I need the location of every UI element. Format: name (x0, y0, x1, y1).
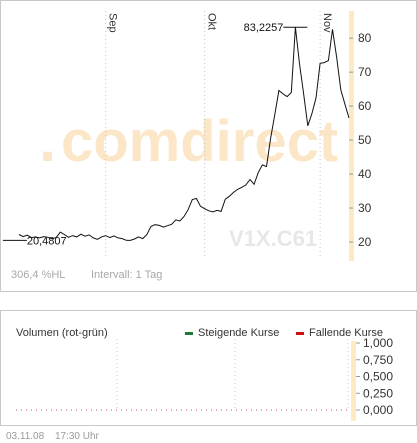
month-label: Nov (321, 13, 333, 33)
volume-chart: 1,000 0,750 0,500 0,250 0,000 (16, 336, 393, 421)
watermark-dot: . (39, 106, 56, 175)
volume-title: Volumen (rot-grün) (16, 327, 108, 339)
y-tick-label: 50 (358, 133, 372, 147)
y-tick-label: 20 (358, 235, 372, 249)
symbol-watermark: V1X.C61 (229, 226, 317, 251)
y-tick-label: 70 (358, 65, 372, 79)
volume-y-tick-label: 1,000 (363, 336, 393, 350)
month-label: Okt (206, 13, 218, 30)
y-tick-label: 80 (358, 31, 372, 45)
y-tick-label: 30 (358, 201, 372, 215)
performance-info: 306,4 %HL (11, 269, 66, 281)
month-label: Sep (107, 13, 119, 33)
legend-rising-label: Steigende Kurse (198, 327, 280, 339)
volume-y-tick-label: 0,750 (363, 353, 393, 367)
price-chart: . comdirect V1X.C61 Sep Okt Nov 20 30 40 50 60… (2, 11, 372, 261)
legend-rising-swatch (185, 331, 193, 335)
volume-chart-panel: 1,000 0,750 0,500 0,250 0,000 (0, 310, 417, 426)
watermark-logo: comdirect (61, 109, 338, 174)
legend-falling-label: Fallende Kurse (309, 327, 383, 339)
footer-time: 17:30 Uhr (54, 431, 99, 442)
price-series-line (18, 27, 350, 241)
y-tick-label: 60 (358, 99, 372, 113)
volume-y-tick-label: 0,000 (363, 403, 393, 417)
min-value-label: 20,4807 (27, 235, 67, 247)
max-value-label: 83,2257 (244, 22, 284, 34)
footer: 03.11.08 17:30 Uhr (6, 431, 107, 442)
volume-y-axis-band (351, 341, 356, 421)
footer-date: 03.11.08 (6, 431, 45, 442)
legend-falling: Fallende Kurse (296, 327, 383, 339)
price-chart-panel: . comdirect V1X.C61 Sep Okt Nov 20 30 40 50 60… (0, 0, 417, 292)
interval-info: Intervall: 1 Tag (91, 269, 163, 281)
legend-rising: Steigende Kurse (185, 327, 279, 339)
y-axis-band (349, 11, 354, 261)
volume-y-tick-label: 0,250 (363, 386, 393, 400)
legend-falling-swatch (296, 331, 304, 335)
y-tick-label: 40 (358, 167, 372, 181)
volume-y-tick-label: 0,500 (363, 370, 393, 384)
